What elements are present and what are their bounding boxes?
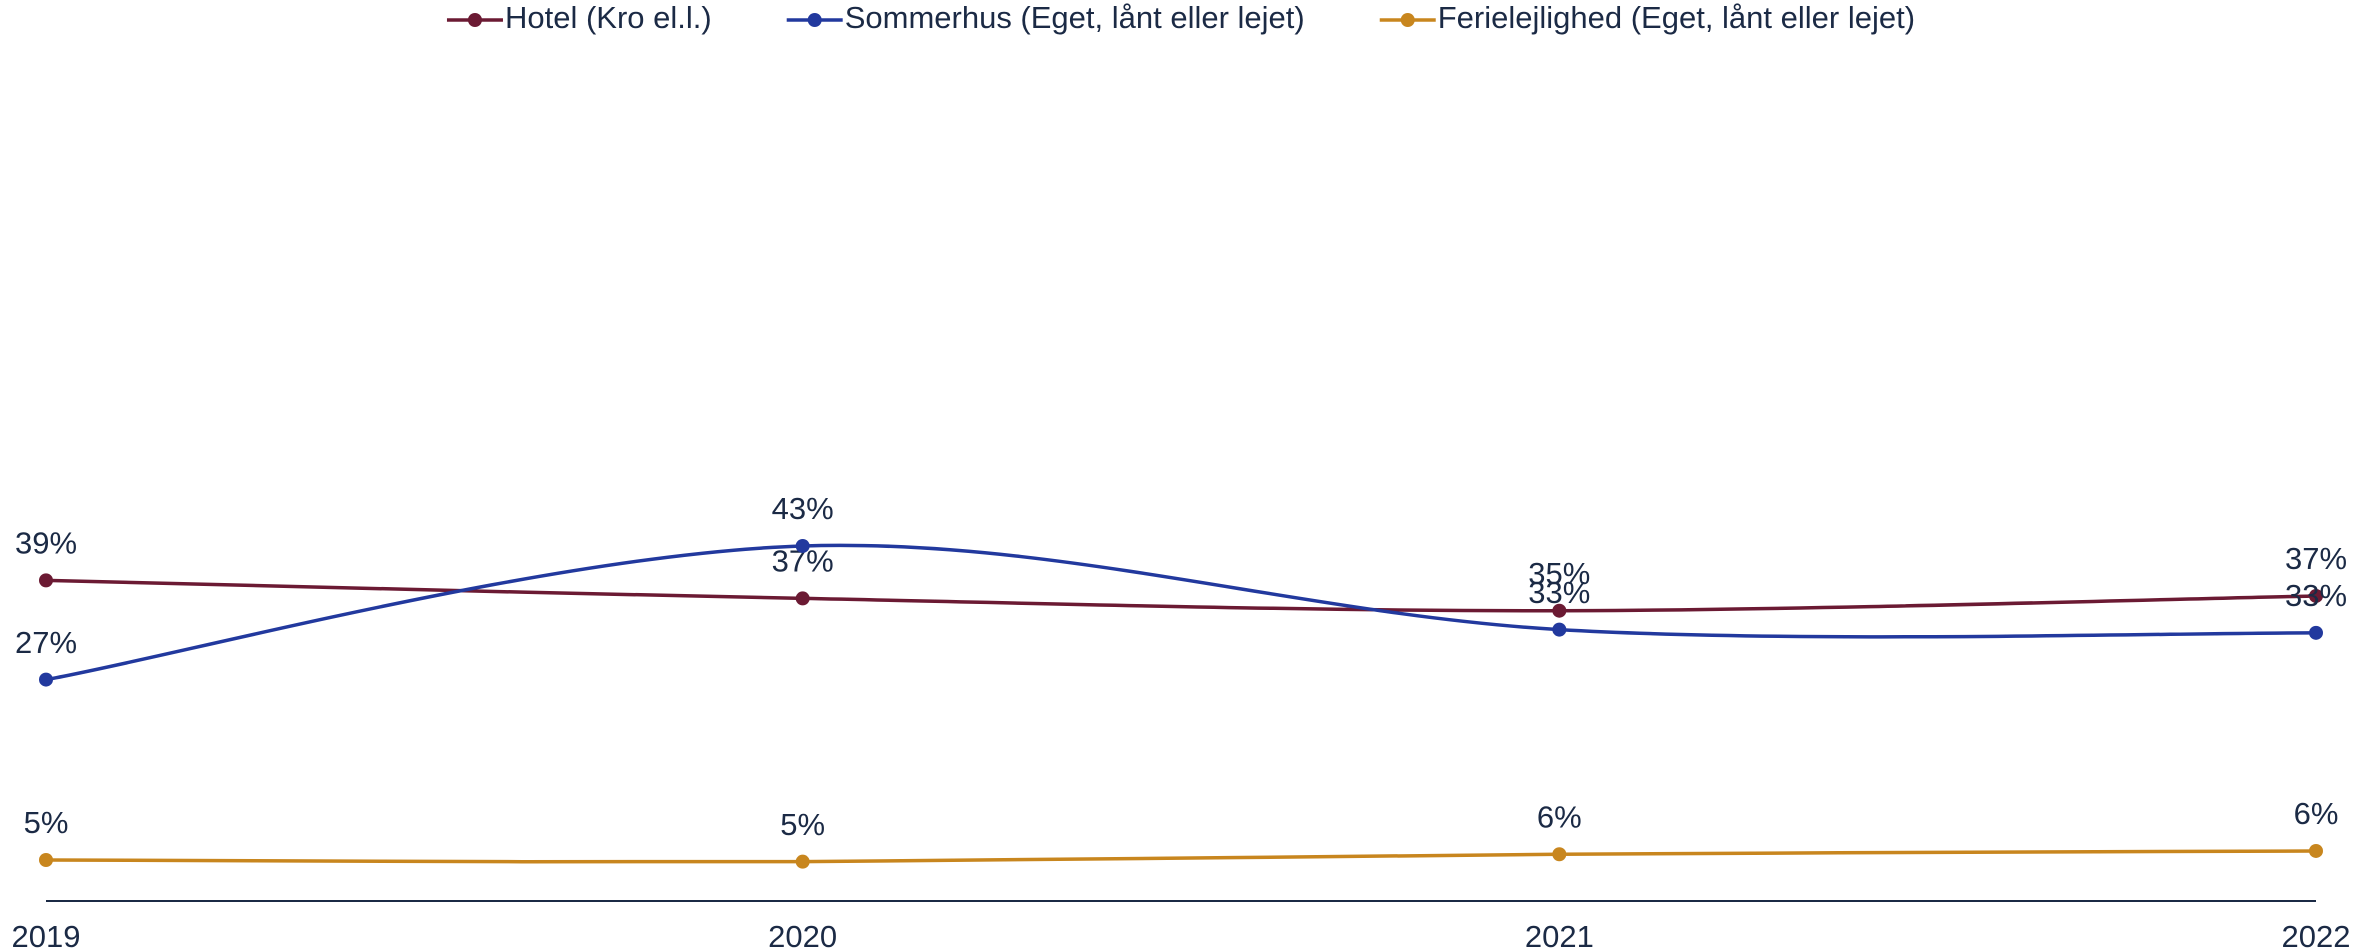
x-tick-label: 2021 [1525,919,1594,951]
legend: Hotel (Kro el.l.) Sommerhus (Eget, lånt e… [446,0,1915,35]
legend-label: Ferielejlighed (Eget, lånt eller lejet) [1438,0,1915,35]
data-label: 5% [780,807,825,842]
data-point [2309,625,2323,640]
data-point [2309,588,2323,603]
legend-item: Hotel (Kro el.l.) [446,0,712,35]
series-line [45,849,2317,864]
legend-marker [807,13,822,27]
data-point [2309,843,2323,858]
data-point [795,538,810,553]
x-tick-label: 2022 [2282,919,2351,951]
data-label: 39% [15,526,77,561]
x-tick-label: 2020 [768,919,837,951]
data-point [795,854,810,869]
legend-marker [467,13,482,27]
data-point [39,853,53,867]
data-label: 35% [1528,556,1590,591]
data-label: 5% [24,805,69,840]
legend-marker [1400,13,1415,27]
data-label: 33% [2285,578,2347,613]
data-point [795,591,810,606]
series-line [45,543,2317,682]
legend-item: Ferielejlighed (Eget, lånt eller lejet) [1379,0,1915,35]
data-point [39,573,53,588]
data-point [1552,603,1567,618]
data-label: 37% [2285,541,2347,576]
x-tick-label: 2019 [12,919,81,951]
legend-item: Sommerhus (Eget, lånt eller lejet) [786,0,1305,35]
data-label: 6% [1537,799,1582,834]
data-point [1552,847,1567,862]
series-line [45,578,2317,613]
data-point [1552,622,1567,637]
data-label: 43% [772,491,834,526]
legend-label: Sommerhus (Eget, lånt eller lejet) [845,0,1305,35]
data-point [39,672,53,687]
legend-label: Hotel (Kro el.l.) [505,0,712,35]
data-label: 6% [2294,796,2339,831]
data-label: 33% [1528,575,1590,610]
data-label: 27% [15,625,77,660]
